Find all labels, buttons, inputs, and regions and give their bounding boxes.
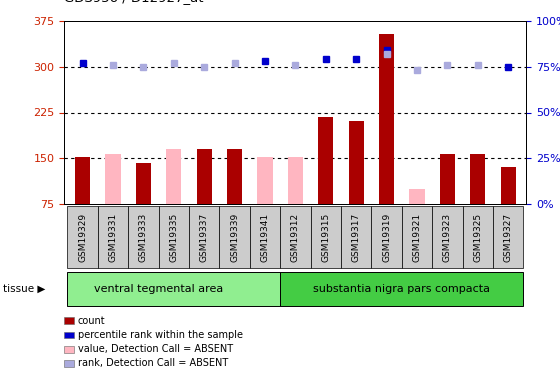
Bar xyxy=(67,272,280,306)
Text: count: count xyxy=(78,316,105,326)
Text: GSM19333: GSM19333 xyxy=(139,213,148,262)
Bar xyxy=(220,206,250,268)
Bar xyxy=(288,157,303,204)
Bar xyxy=(166,148,181,204)
Bar xyxy=(470,153,486,204)
Text: GSM19317: GSM19317 xyxy=(352,213,361,262)
Text: substantia nigra pars compacta: substantia nigra pars compacta xyxy=(313,284,491,294)
Bar xyxy=(75,157,90,204)
Bar xyxy=(128,206,158,268)
Bar xyxy=(311,206,341,268)
Text: GSM19327: GSM19327 xyxy=(503,213,512,262)
Text: GSM19337: GSM19337 xyxy=(200,213,209,262)
Bar xyxy=(463,206,493,268)
Bar xyxy=(280,206,311,268)
Text: GSM19323: GSM19323 xyxy=(443,213,452,262)
Text: GSM19315: GSM19315 xyxy=(321,213,330,262)
Text: GSM19331: GSM19331 xyxy=(109,213,118,262)
Text: GSM19329: GSM19329 xyxy=(78,213,87,262)
Bar xyxy=(493,206,524,268)
Bar xyxy=(197,148,212,204)
Bar xyxy=(341,206,371,268)
Bar xyxy=(98,206,128,268)
Bar xyxy=(280,272,524,306)
Text: GDS956 / D12927_at: GDS956 / D12927_at xyxy=(64,0,204,4)
Bar xyxy=(371,206,402,268)
Text: GSM19312: GSM19312 xyxy=(291,213,300,262)
Text: GSM19339: GSM19339 xyxy=(230,213,239,262)
Text: GSM19341: GSM19341 xyxy=(260,213,269,262)
Text: rank, Detection Call = ABSENT: rank, Detection Call = ABSENT xyxy=(78,358,228,368)
Bar xyxy=(189,206,220,268)
Bar xyxy=(105,153,120,204)
Bar xyxy=(250,206,280,268)
Text: GSM19319: GSM19319 xyxy=(382,213,391,262)
Bar xyxy=(409,189,424,204)
Bar xyxy=(136,163,151,204)
Text: tissue ▶: tissue ▶ xyxy=(3,284,45,294)
Bar xyxy=(258,157,273,204)
Text: ventral tegmental area: ventral tegmental area xyxy=(94,284,223,294)
Bar xyxy=(227,148,242,204)
Bar xyxy=(379,34,394,204)
Bar xyxy=(158,206,189,268)
Text: GSM19321: GSM19321 xyxy=(413,213,422,262)
Bar xyxy=(440,154,455,204)
Bar xyxy=(432,206,463,268)
Bar xyxy=(402,206,432,268)
Text: value, Detection Call = ABSENT: value, Detection Call = ABSENT xyxy=(78,344,233,354)
Bar xyxy=(348,121,364,204)
Text: GSM19325: GSM19325 xyxy=(473,213,482,262)
Text: GSM19335: GSM19335 xyxy=(169,213,178,262)
Bar xyxy=(501,167,516,204)
Bar xyxy=(318,117,333,204)
Text: percentile rank within the sample: percentile rank within the sample xyxy=(78,330,243,340)
Bar xyxy=(67,206,98,268)
